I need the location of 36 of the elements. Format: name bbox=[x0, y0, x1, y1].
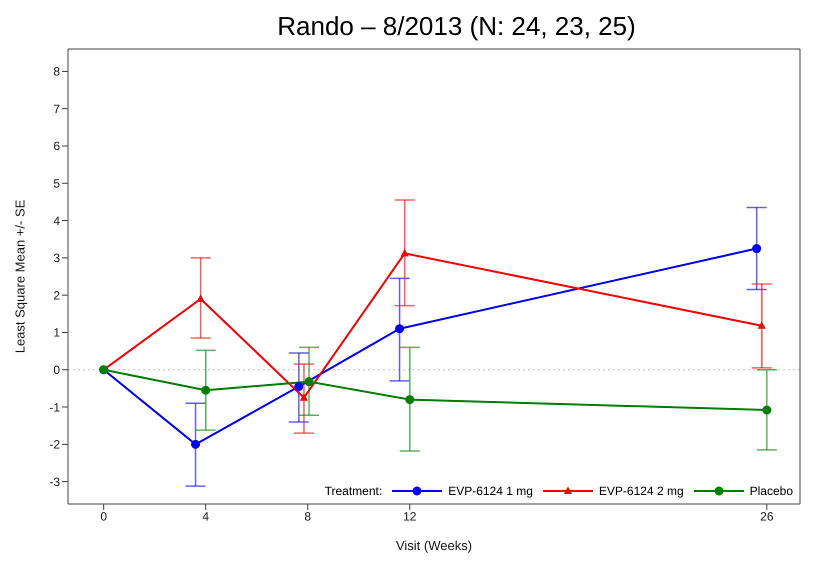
point bbox=[758, 321, 766, 329]
point bbox=[752, 244, 762, 254]
point bbox=[405, 395, 414, 404]
point bbox=[400, 248, 409, 256]
point bbox=[196, 294, 205, 302]
y-tick-label: 0 bbox=[53, 363, 60, 377]
y-tick-label: 5 bbox=[53, 176, 60, 191]
y-tick-label: 3 bbox=[53, 251, 60, 266]
y-tick-label: 7 bbox=[53, 102, 60, 116]
legend-label: EVP-6124 2 mg bbox=[598, 484, 684, 498]
y-axis-title: Least Square Mean +/- SE bbox=[12, 199, 28, 354]
legend-label: Placebo bbox=[750, 484, 793, 498]
point bbox=[191, 440, 200, 449]
point bbox=[300, 393, 308, 401]
point bbox=[304, 377, 314, 386]
legend-title: Treatment: bbox=[324, 484, 382, 498]
y-tick-label: -3 bbox=[49, 474, 60, 489]
point bbox=[201, 386, 210, 395]
y-tick-label: -2 bbox=[49, 438, 60, 452]
point bbox=[395, 324, 404, 334]
x-tick-label: 26 bbox=[760, 510, 774, 524]
y-tick-label: 8 bbox=[53, 64, 60, 79]
x-tick-label: 12 bbox=[403, 510, 417, 524]
y-tick-label: 2 bbox=[53, 288, 60, 302]
y-tick-label: -1 bbox=[49, 400, 60, 414]
y-tick-label: 1 bbox=[53, 326, 60, 340]
x-axis-title: Visit (Weeks) bbox=[396, 538, 472, 553]
legend-label: EVP-6124 1 mg bbox=[448, 484, 533, 498]
y-tick-label: 6 bbox=[53, 139, 60, 154]
point bbox=[762, 406, 772, 415]
chart-title: Rando – 8/2013 (N: 24, 23, 25) bbox=[276, 10, 637, 43]
y-tick-label: 4 bbox=[53, 214, 60, 228]
x-tick-label: 0 bbox=[100, 510, 108, 524]
x-tick-label: 8 bbox=[304, 510, 312, 524]
point bbox=[294, 382, 304, 392]
x-tick-label: 4 bbox=[202, 510, 210, 524]
